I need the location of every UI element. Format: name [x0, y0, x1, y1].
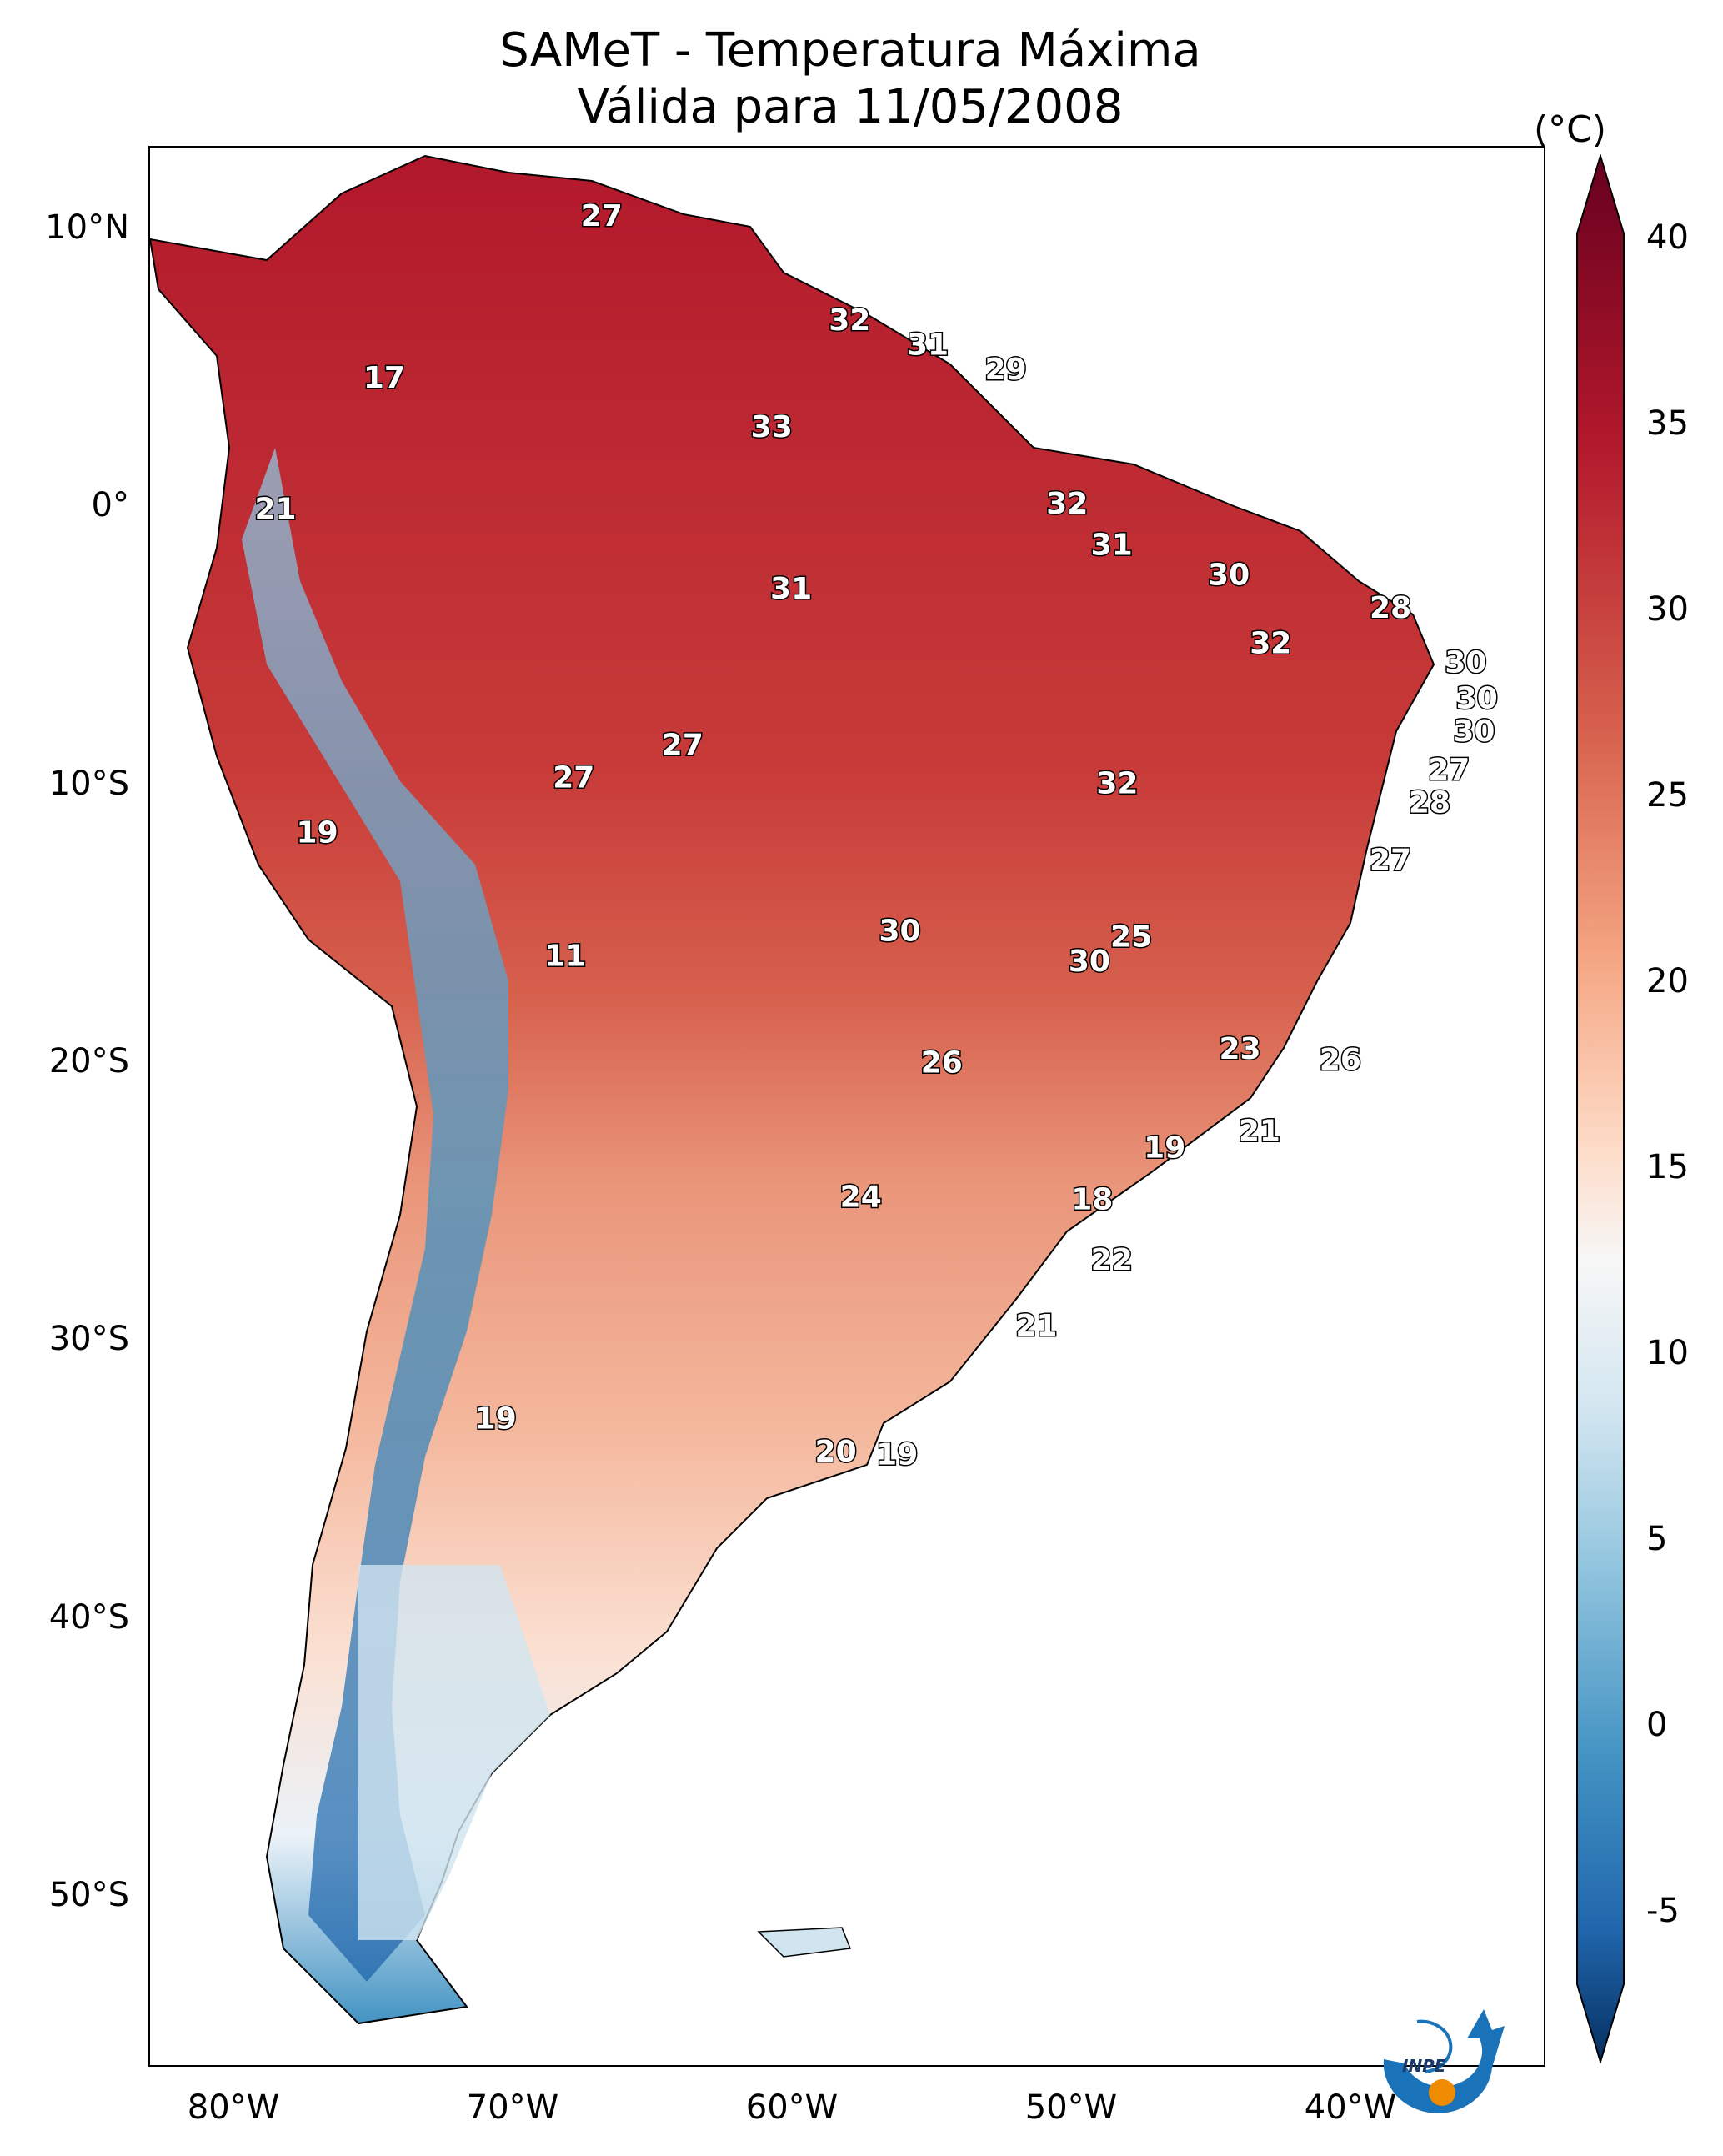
map-title-line2: Válida para 11/05/2008 — [577, 80, 1124, 134]
colorbar-tick-10: 10 — [1646, 1334, 1689, 1372]
station-value-label: 19 — [876, 1437, 918, 1472]
logo-text: INPE — [1402, 2056, 1446, 2076]
colorbar-tick-35: 35 — [1646, 404, 1689, 443]
station-value-label: 21 — [1015, 1309, 1057, 1343]
station-value-label: 30 — [1456, 681, 1498, 715]
andes-cool-band — [242, 448, 508, 1982]
station-value-label: 19 — [475, 1402, 517, 1436]
colorbar-tick-25: 25 — [1646, 776, 1689, 815]
station-value-label: 30 — [1069, 945, 1110, 979]
patagonia-region — [358, 1565, 550, 1940]
station-value-label: 19 — [1144, 1131, 1185, 1165]
station-value-label: 19 — [297, 815, 338, 850]
station-value-label: 26 — [1320, 1043, 1361, 1077]
station-value-label: 30 — [879, 915, 920, 949]
falkland-islands — [757, 1927, 852, 1958]
station-value-label: 27 — [581, 199, 623, 233]
station-value-label: 32 — [829, 303, 870, 338]
station-value-label: 17 — [363, 361, 405, 395]
station-value-label: 29 — [985, 353, 1027, 387]
station-value-label: 27 — [662, 728, 704, 762]
station-value-label: 31 — [907, 328, 949, 363]
logo-swirl — [1416, 2019, 1453, 2073]
station-value-label: 21 — [1239, 1115, 1280, 1149]
station-value-label: 30 — [1208, 559, 1250, 593]
colorbar-tick-5: 5 — [1646, 1520, 1668, 1558]
logo-arc — [1383, 2009, 1505, 2113]
station-value-label: 31 — [1091, 528, 1133, 562]
colorbar-tick-30: 30 — [1646, 590, 1689, 629]
station-value-label: 24 — [840, 1180, 882, 1214]
lat-label-30s: 30°S — [48, 1320, 129, 1358]
station-value-label: 33 — [751, 410, 793, 444]
south-america-land — [150, 154, 1435, 2025]
colorbar-tick-0: 0 — [1646, 1706, 1668, 1744]
station-value-label: 25 — [1110, 920, 1152, 954]
colorbar-tick-15: 15 — [1646, 1148, 1689, 1186]
lon-label-80w: 80°W — [187, 2088, 280, 2127]
station-value-label: 18 — [1071, 1183, 1113, 1217]
colorbar-body — [1576, 154, 1625, 2063]
colorbar-tick-minus5: -5 — [1646, 1892, 1680, 1930]
colorbar-unit: (°C) — [1534, 108, 1607, 151]
station-value-label: 27 — [1370, 843, 1411, 877]
lat-label-10n: 10°N — [45, 208, 129, 247]
station-value-label: 32 — [1250, 627, 1291, 661]
station-value-label: 31 — [770, 572, 812, 606]
lon-label-60w: 60°W — [745, 2088, 839, 2127]
lat-label-0: 0° — [91, 486, 129, 524]
station-value-label: 32 — [1096, 766, 1138, 800]
station-value-label: 26 — [921, 1045, 963, 1080]
lon-label-50w: 50°W — [1024, 2088, 1118, 2127]
lon-label-70w: 70°W — [466, 2088, 559, 2127]
station-value-label: 20 — [815, 1435, 857, 1469]
map-title-line1: SAMeT - Temperatura Máxima — [499, 23, 1201, 78]
lat-label-40s: 40°S — [48, 1598, 129, 1637]
lat-label-10s: 10°S — [48, 765, 129, 803]
station-value-label: 30 — [1453, 714, 1495, 749]
station-value-label: 28 — [1409, 785, 1450, 820]
station-value-label: 27 — [553, 761, 594, 795]
station-value-label: 21 — [254, 493, 296, 527]
lat-label-20s: 20°S — [48, 1042, 129, 1081]
station-value-label: 11 — [544, 939, 586, 973]
station-value-label: 28 — [1370, 591, 1411, 625]
colorbar-tick-20: 20 — [1646, 962, 1689, 1000]
lat-label-50s: 50°S — [48, 1876, 129, 1914]
station-value-label: 27 — [1428, 753, 1470, 787]
colorbar-tick-40: 40 — [1646, 218, 1689, 257]
station-value-label: 32 — [1046, 487, 1088, 521]
inpe-logo: INPE — [1383, 2009, 1505, 2113]
lon-label-40w: 40°W — [1304, 2088, 1397, 2127]
map-frame: 27 32 31 29 17 33 21 32 31 30 31 28 32 30 30 30 27 27 27 32… — [148, 146, 1545, 2067]
logo-dot — [1429, 2079, 1455, 2106]
colorbar — [1576, 154, 1625, 2063]
station-value-label: 23 — [1219, 1032, 1260, 1066]
station-value-label: 22 — [1091, 1243, 1133, 1277]
station-value-label: 30 — [1445, 646, 1486, 680]
